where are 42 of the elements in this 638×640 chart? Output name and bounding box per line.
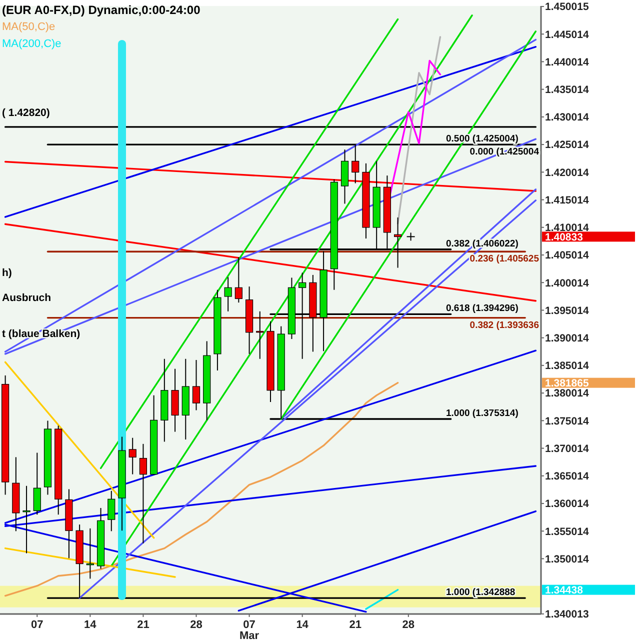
annotation: 1.000 (1.375314) [446, 408, 518, 419]
y-tick-label: 1.355014 [545, 526, 589, 538]
x-tick-label: 14 [84, 619, 98, 631]
y-tick-label: 1.435014 [545, 84, 589, 96]
x-tick-label: 21 [137, 619, 150, 631]
annotation: 0.236 (1.405625 [470, 254, 540, 265]
annotation: 0.618 (1.394296) [446, 303, 518, 314]
y-tick-label: 1.450015 [545, 1, 589, 14]
y-tick-label: 1.415014 [545, 194, 589, 206]
y-tick-label: 1.340013 [545, 608, 589, 621]
y-tick-label: 1.395014 [545, 304, 589, 317]
y-tick-label: 1.390014 [545, 332, 589, 344]
y-tick-label: 1.400014 [545, 277, 589, 290]
y-tick-label: 1.430014 [545, 112, 589, 124]
x-tick-label: 28 [402, 619, 415, 631]
y-tick-label: 1.385014 [545, 360, 589, 372]
text: 1.34438 [545, 584, 584, 596]
x-tick-label: 07 [31, 619, 44, 631]
y-tick-label: 1.445014 [545, 28, 589, 41]
y-tick-label: 1.425014 [545, 139, 589, 152]
x-tick-label: 21 [349, 619, 362, 631]
annotation: 1.000 (1.342888 [446, 587, 516, 598]
annotation: ( 1.42820) [2, 107, 50, 119]
annotation: 0.382 (1.393636 [470, 320, 539, 331]
annotation: Ausbruch [2, 292, 52, 304]
y-tick-label: 1.365014 [545, 470, 589, 483]
y-tick-label: 1.405014 [545, 250, 589, 262]
text: MA(200,C)e [2, 38, 62, 50]
x-tick-label: 28 [190, 619, 202, 631]
x-tick-label: 14 [296, 619, 310, 631]
y-tick-label: 1.360014 [545, 498, 589, 510]
y-tick-label: 1.350014 [545, 553, 589, 566]
text: 1.381865 [545, 377, 589, 390]
text: MA(50,C)e [2, 21, 56, 33]
annotation: h) [2, 267, 12, 279]
y-tick-label: 1.375014 [545, 415, 589, 428]
x-tick-label: 07 Mar [240, 619, 260, 640]
y-tick-label: 1.370014 [545, 442, 589, 455]
y-tick-label: 1.440014 [545, 56, 589, 68]
chart-title: (EUR A0-FX,D) Dynamic,0:00-24:00 [2, 3, 201, 17]
y-tick-label: 1.380014 [545, 388, 589, 400]
y-tick-label: 1.420014 [545, 166, 589, 179]
